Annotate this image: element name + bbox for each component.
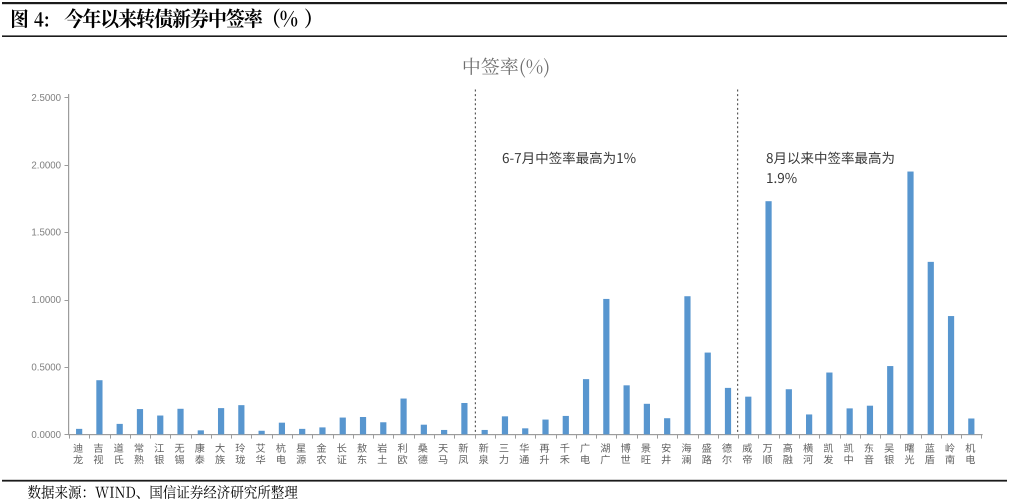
svg-text:0.0000: 0.0000	[31, 430, 61, 441]
svg-text:0.5000: 0.5000	[31, 363, 61, 374]
svg-text:1.0000: 1.0000	[31, 295, 61, 306]
svg-text:2.0000: 2.0000	[31, 160, 61, 171]
svg-text:1.5000: 1.5000	[31, 228, 61, 239]
svg-text:2.5000: 2.5000	[31, 93, 61, 104]
